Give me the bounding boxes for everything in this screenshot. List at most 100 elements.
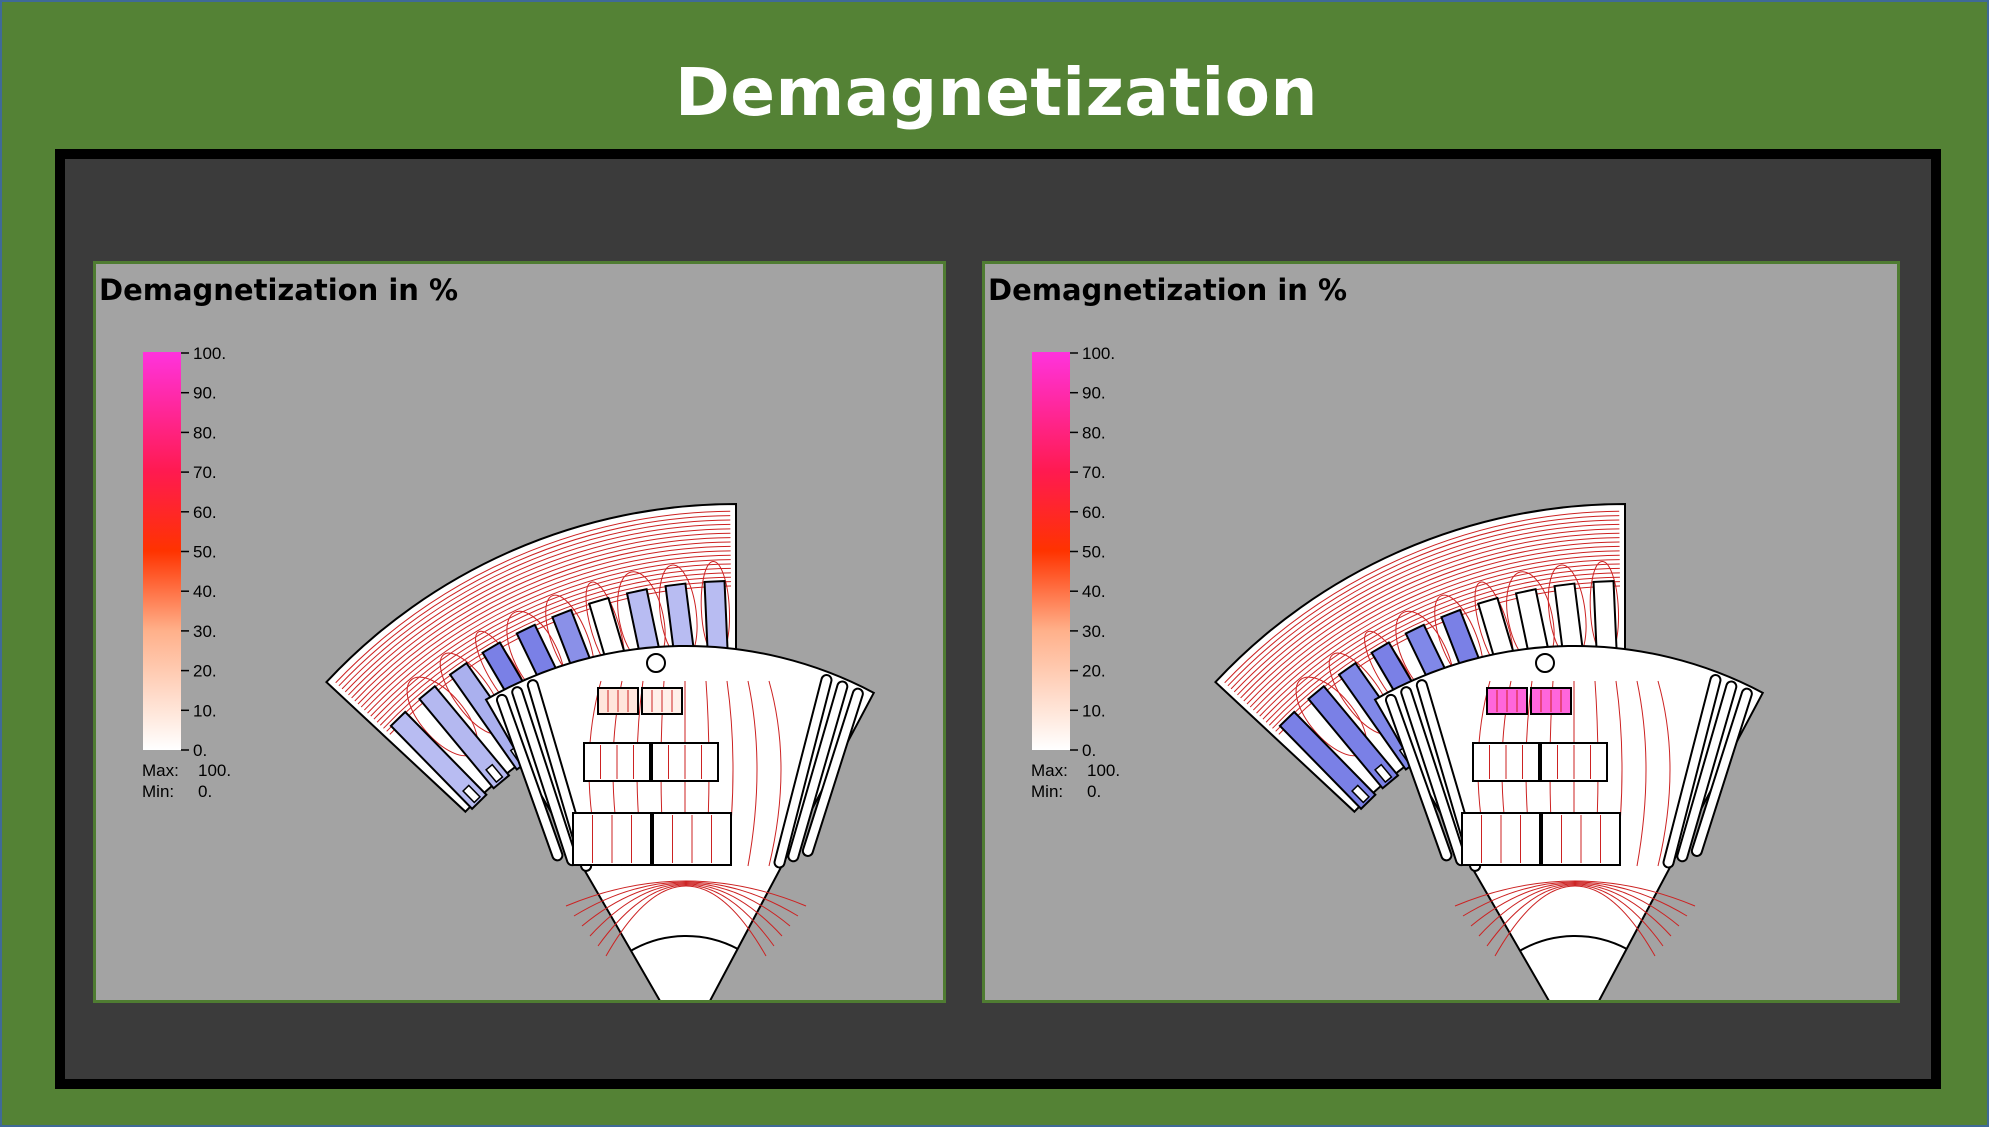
legend-max-value: 100. — [1087, 761, 1120, 780]
slide-title: Demagnetization — [675, 54, 1318, 131]
legend-min-value: 0. — [1087, 782, 1101, 801]
flux-line — [1227, 515, 1620, 687]
demagnetization-plot-right: Demagnetization in % 100. 90. 80. 70. 60. 50. 4… — [982, 261, 1900, 1003]
plot-title: Demagnetization in % — [988, 273, 1347, 307]
plot-title: Demagnetization in % — [99, 273, 458, 307]
flux-line — [581, 882, 791, 927]
flux-line — [1259, 559, 1620, 717]
stator-slot-coil — [389, 710, 488, 811]
flux-line — [360, 545, 731, 708]
flux-barrier-inner — [1386, 695, 1451, 860]
flux-line — [1462, 881, 1688, 917]
slot-opening — [1351, 784, 1371, 804]
legend-tick-label: 40. — [1082, 582, 1106, 601]
flux-line — [1233, 523, 1620, 693]
flux-line — [1478, 883, 1672, 937]
legend-tick-label: 50. — [193, 543, 217, 562]
shaft-arc — [1519, 935, 1628, 952]
demagnetization-plot-left: Demagnetization in % 100. 90. 80. 70. 60. 50. 4… — [93, 261, 946, 1003]
legend-tick-label: 10. — [1082, 701, 1106, 720]
flux-line — [335, 510, 731, 684]
flux-barrier-inner — [1692, 689, 1751, 855]
flux-barrier-inner — [775, 676, 831, 867]
flux-line — [1256, 554, 1620, 714]
legend-min-label: Min: — [142, 782, 174, 801]
rotor-hole — [1535, 653, 1555, 673]
flux-line — [589, 883, 783, 937]
flux-line — [747, 680, 758, 867]
flux-barrier-inner — [497, 695, 562, 860]
flux-line — [357, 541, 731, 705]
legend-tick-label: 100. — [1082, 344, 1115, 363]
flux-line — [370, 559, 731, 717]
flux-line — [1486, 884, 1664, 947]
flux-line — [1268, 572, 1620, 726]
rotor-sector — [1373, 645, 1765, 1000]
flux-line — [373, 563, 731, 720]
flux-line — [379, 572, 731, 726]
legend-tick-label: 30. — [193, 622, 217, 641]
legend-tick-label: 60. — [1082, 503, 1106, 522]
flux-line — [1252, 550, 1620, 711]
plot-canvas-right: Demagnetization in % 100. 90. 80. 70. 60. 50. 4… — [988, 273, 1765, 1000]
flux-line — [367, 554, 731, 714]
flux-line — [1272, 576, 1620, 729]
legend-tick-label: 90. — [193, 384, 217, 403]
slot-opening — [485, 763, 504, 784]
flux-line — [1262, 563, 1620, 720]
flux-line — [573, 881, 799, 917]
rotor-hole — [646, 653, 666, 673]
flux-barrier-inner — [1402, 688, 1466, 865]
flux-line — [1657, 680, 1671, 867]
legend-max-label: Max: — [142, 761, 179, 780]
legend-tick-label: 70. — [193, 463, 217, 482]
stator-slot-coil — [1307, 684, 1400, 790]
flux-line — [338, 515, 731, 687]
flux-barrier-inner — [1678, 682, 1736, 861]
rotor-sector — [484, 645, 876, 1000]
flux-line — [344, 523, 731, 693]
legend-tick-label: 40. — [193, 582, 217, 601]
flux-barrier-inner — [789, 682, 847, 861]
slot-opening — [1374, 763, 1393, 784]
flux-barrier-inner — [803, 689, 862, 855]
legend-colorbar — [143, 352, 181, 750]
flux-line — [1494, 885, 1656, 957]
plot-canvas-left: Demagnetization in % 100. 90. 80. 70. 60. 50. 4… — [99, 273, 876, 1000]
slot-opening — [462, 784, 482, 804]
stator-slot-coil — [418, 684, 511, 790]
flux-line — [1470, 882, 1680, 927]
flux-line — [605, 885, 767, 957]
legend-tick-label: 20. — [193, 662, 217, 681]
flux-line — [597, 884, 775, 947]
flux-line — [354, 537, 731, 702]
legend-min-label: Min: — [1031, 782, 1063, 801]
flux-line — [1237, 528, 1620, 696]
flux-line — [1265, 567, 1620, 723]
legend-tick-label: 70. — [1082, 463, 1106, 482]
flux-line — [1243, 537, 1620, 702]
legend-tick-label: 0. — [193, 741, 207, 760]
flux-line — [1636, 680, 1647, 867]
flux-barrier-inner — [1664, 676, 1720, 867]
legend-tick-label: 60. — [193, 503, 217, 522]
stator-slot-coil — [1278, 710, 1377, 811]
legend-tick-label: 50. — [1082, 543, 1106, 562]
flux-line — [383, 576, 731, 729]
flux-line — [1249, 545, 1620, 708]
legend-max-value: 100. — [198, 761, 231, 780]
flux-barrier-inner — [513, 688, 577, 865]
legend-tick-label: 10. — [193, 701, 217, 720]
flux-line — [1240, 532, 1620, 699]
flux-line — [1246, 541, 1620, 705]
legend-tick-label: 90. — [1082, 384, 1106, 403]
flux-line — [1454, 880, 1696, 907]
flux-line — [768, 680, 782, 867]
legend-max-label: Max: — [1031, 761, 1068, 780]
flux-line — [565, 880, 807, 907]
legend-colorbar — [1032, 352, 1070, 750]
legend-tick-label: 20. — [1082, 662, 1106, 681]
flux-line — [376, 567, 731, 723]
flux-line — [363, 550, 731, 711]
